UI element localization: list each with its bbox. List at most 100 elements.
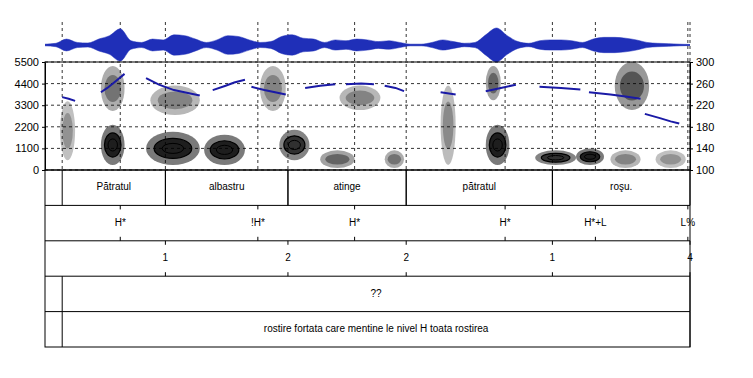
spectrogram-core (325, 154, 349, 165)
point-label: 1 (163, 252, 169, 263)
tick-mark (42, 84, 45, 85)
spectrogram-cell (385, 150, 404, 168)
point-tick (354, 237, 355, 241)
point-label: L% (681, 217, 696, 228)
y-axis: 011002200330044005500 (15, 56, 46, 176)
point-tick (257, 205, 258, 209)
interval-label: atinge (333, 181, 361, 192)
spectrogram-cell (101, 125, 125, 165)
tick-mark (42, 148, 45, 149)
spectrogram-core (388, 154, 402, 165)
point-label: !H* (251, 217, 265, 228)
point-tick (595, 205, 596, 209)
tick-mark (42, 105, 45, 106)
spectrogram-cell (656, 150, 686, 168)
interval-label: roşu. (610, 181, 632, 192)
tick-label: 300 (696, 56, 714, 68)
interval-label: pătratul (463, 181, 496, 192)
tick: 220 (690, 99, 714, 111)
interval-label: albastru (209, 181, 245, 192)
interval-boundary (165, 170, 166, 205)
interval-label: ?? (371, 288, 383, 299)
spectrogram-contour (493, 139, 502, 151)
tick-label: 220 (696, 99, 714, 111)
interval-boundary (62, 276, 63, 311)
spectrogram-cell (101, 66, 125, 111)
spectrogram-core (443, 101, 454, 149)
point-tick (595, 237, 596, 241)
tier-separator (45, 276, 690, 277)
spectrogram-cell (615, 62, 649, 110)
tier-separator (45, 311, 690, 312)
point-tick (690, 272, 691, 276)
grid-line (45, 148, 690, 149)
interval-boundary (62, 312, 63, 347)
tick-label: 180 (696, 121, 714, 133)
tick: 100 (690, 164, 714, 176)
point-tick (690, 241, 691, 245)
point-label: 1 (550, 252, 556, 263)
tick: 1100 (15, 142, 45, 154)
spectrogram-core (346, 90, 375, 105)
spectrogram-core (541, 153, 570, 162)
point-tick (406, 241, 407, 245)
interval-boundary (406, 170, 407, 205)
point-label: 4 (687, 252, 693, 263)
spectrogram-core (104, 133, 121, 157)
grid-line (45, 105, 690, 106)
tick: 2200 (15, 121, 45, 133)
point-label: H* (500, 217, 511, 228)
spectrogram-core (158, 91, 193, 109)
interval-boundary (552, 170, 553, 205)
tier-separator (45, 205, 690, 206)
grid-line (45, 126, 690, 127)
tick-label: 100 (696, 164, 714, 176)
spectrogram-core (660, 154, 681, 165)
point-tick (287, 241, 288, 245)
spectrogram-cell (610, 150, 640, 168)
tick: 260 (690, 78, 714, 90)
interval-label: rostire fortata care mentine le nivel H … (264, 323, 489, 334)
spectrogram-cell (576, 148, 604, 165)
interval-boundary (287, 170, 288, 205)
point-tick (552, 241, 553, 245)
interval-boundary (62, 170, 63, 205)
tick-mark (690, 148, 693, 149)
tick: 300 (690, 56, 714, 68)
interval-boundary (690, 170, 691, 205)
point-tick (120, 205, 121, 209)
point-tick (687, 205, 688, 209)
tick-mark (690, 62, 693, 63)
waveform (45, 28, 690, 62)
interval-boundary (406, 170, 407, 205)
spectrogram-core (284, 136, 305, 154)
point-tick (165, 241, 166, 245)
tick-label: 140 (696, 142, 714, 154)
spectrogram-core (264, 75, 282, 102)
grid (45, 22, 690, 170)
spectrogram-cell (279, 130, 309, 160)
spectrogram-cell (204, 135, 245, 165)
point-label: H* (115, 217, 126, 228)
spectrogram-contour (584, 154, 595, 159)
point-tick (505, 237, 506, 241)
interval-boundary (690, 312, 691, 347)
point-tick (406, 272, 407, 276)
spectrogram-contour (108, 139, 117, 151)
tick-label: 3300 (15, 99, 39, 111)
tick-mark (690, 105, 693, 106)
point-tick (120, 237, 121, 241)
tick-label: 260 (696, 78, 714, 90)
tick-mark (690, 127, 693, 128)
spectrogram-cell (486, 125, 510, 165)
interval-boundary (552, 170, 553, 205)
tick-label: 0 (33, 164, 39, 176)
spectrogram-core (580, 152, 600, 162)
spectrogram-contour (216, 145, 232, 154)
spectrogram-cell (320, 150, 354, 168)
spectrogram-cell (535, 150, 576, 165)
spectrogram-cell (441, 86, 456, 166)
y2-axis: 100 140 180 220 260 300 (690, 56, 714, 176)
spectrogram-contour (547, 156, 563, 160)
tick-mark (42, 127, 45, 128)
